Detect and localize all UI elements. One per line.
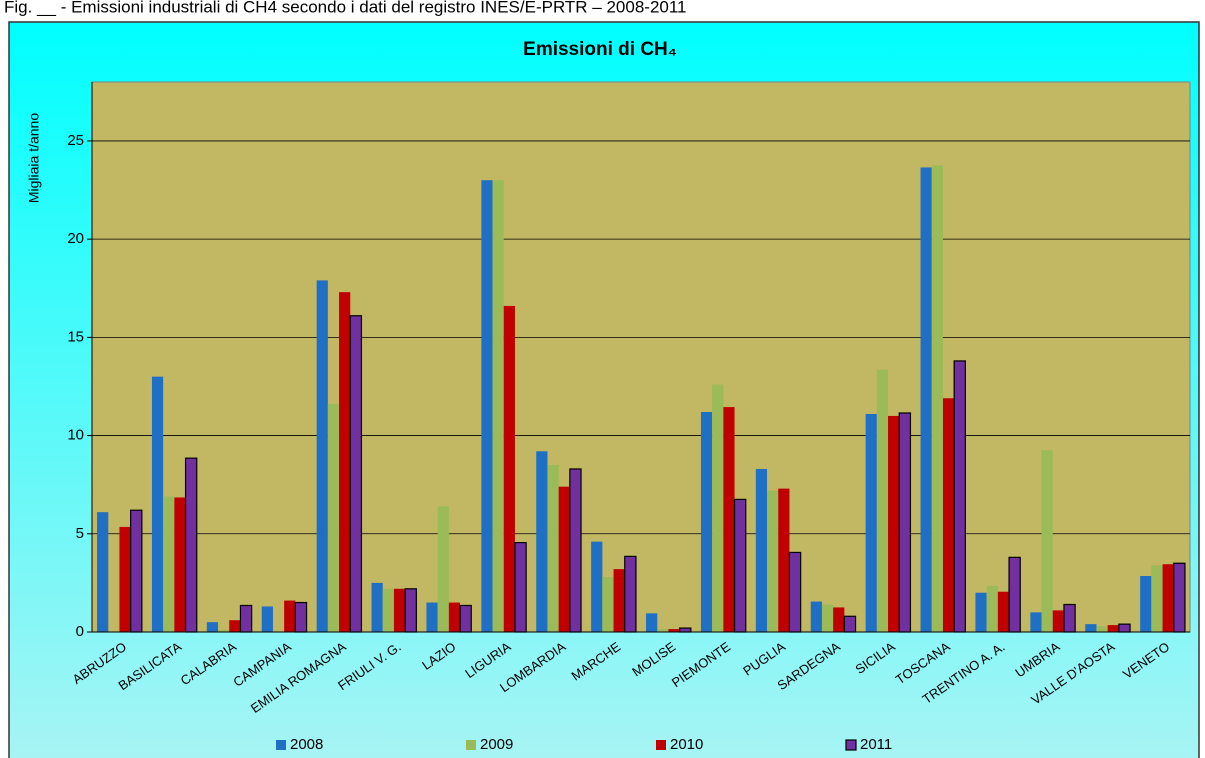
bar [558, 486, 570, 632]
bar [393, 588, 406, 632]
bar [349, 315, 363, 633]
bar [1118, 623, 1131, 633]
bar [1173, 562, 1186, 633]
bar [239, 604, 253, 633]
bar [130, 509, 143, 633]
legend-swatch [466, 740, 476, 750]
y-tick-label: 10 [67, 427, 84, 444]
bar [184, 457, 198, 633]
chart-title: Emissioni di CH₄ [523, 39, 677, 60]
bar [888, 415, 900, 632]
bar [284, 600, 296, 632]
bar [668, 629, 680, 632]
bar [448, 602, 461, 632]
bar [613, 569, 625, 632]
bar [426, 602, 438, 632]
bar [514, 542, 527, 633]
bar [810, 601, 822, 632]
bar [723, 407, 735, 632]
bar [865, 413, 877, 632]
bar [700, 412, 713, 632]
bar [602, 577, 614, 632]
bar [163, 496, 175, 632]
y-tick-label: 15 [67, 328, 84, 345]
bar [1008, 556, 1021, 633]
bar [229, 620, 241, 632]
bar [206, 622, 219, 632]
bar [261, 606, 273, 632]
bar [339, 292, 351, 632]
legend-label: 2008 [290, 736, 323, 753]
bar [382, 588, 394, 632]
bar [174, 497, 186, 632]
bar [833, 607, 845, 632]
bar [1140, 576, 1152, 632]
bar [1151, 565, 1163, 632]
bar [942, 398, 955, 632]
legend-label: 2011 [860, 736, 892, 753]
bar [931, 165, 943, 632]
bar [997, 591, 1010, 632]
plot-area [91, 81, 1191, 633]
bar [459, 604, 472, 633]
bar [733, 498, 747, 633]
bar [953, 360, 966, 633]
bar [876, 369, 889, 632]
bar [591, 541, 603, 632]
bar [569, 468, 582, 633]
y-tick-label: 5 [76, 525, 84, 542]
bar [1107, 625, 1119, 632]
bar [547, 465, 559, 632]
bar [898, 412, 912, 633]
bar [151, 376, 164, 632]
bar [218, 630, 230, 632]
legend-swatch [656, 740, 666, 750]
bar [371, 582, 383, 632]
bar [920, 167, 932, 633]
bar [679, 627, 692, 633]
bar [97, 512, 109, 632]
bar [327, 404, 340, 632]
bar [1085, 624, 1097, 632]
bar [503, 305, 515, 632]
bar [1063, 603, 1076, 633]
bar [437, 506, 449, 632]
bar [1041, 450, 1053, 632]
caption: Fig. __ - Emissioni industriali di CH4 s… [4, 0, 687, 16]
y-axis-label: Migliaia t/anno [26, 113, 42, 203]
legend-label: 2009 [480, 736, 513, 753]
legend-swatch [276, 740, 286, 750]
bar [986, 585, 998, 632]
bar [646, 613, 658, 632]
bar [712, 384, 724, 632]
legend-label: 2010 [670, 736, 703, 753]
bar [119, 526, 131, 632]
bar [481, 180, 493, 632]
bar [1052, 610, 1064, 632]
legend-swatch [845, 739, 857, 751]
y-tick-label: 0 [76, 623, 84, 640]
bar [1162, 564, 1174, 632]
bar [492, 180, 504, 632]
y-tick-label: 25 [67, 132, 84, 149]
bar [788, 551, 802, 633]
bar [316, 280, 328, 632]
bar [1096, 626, 1108, 632]
bar [624, 555, 637, 633]
bar [767, 490, 779, 632]
bar [755, 468, 768, 632]
bar [404, 588, 417, 633]
bar [1030, 612, 1042, 632]
bar [821, 604, 834, 632]
bar [657, 629, 669, 632]
bar [975, 592, 987, 632]
bar [294, 601, 308, 633]
bar [536, 451, 548, 632]
y-tick-label: 20 [67, 230, 84, 247]
bar [778, 488, 790, 632]
bar [843, 615, 857, 633]
